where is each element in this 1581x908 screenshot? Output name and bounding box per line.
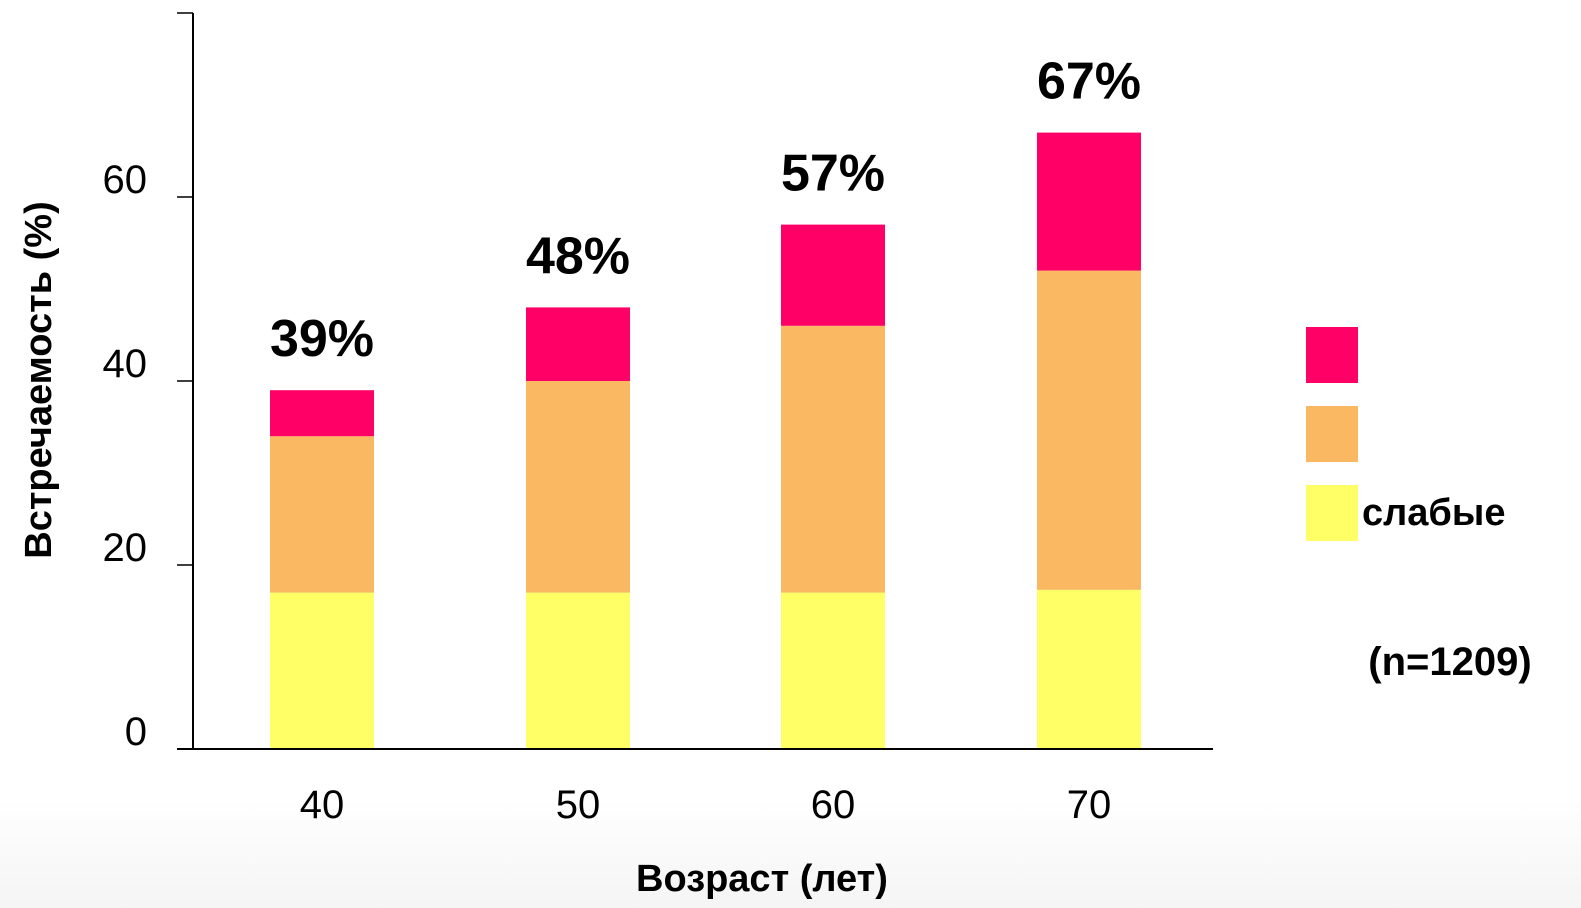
x-ticks: 40 50 60 70 [300, 783, 1112, 827]
bar-total-label: 39% [270, 310, 374, 368]
legend-label: слабые [1362, 492, 1505, 534]
y-axis-title: Встречаемость (%) [18, 201, 60, 559]
x-tick-label: 50 [556, 783, 601, 827]
x-tick-label: 70 [1067, 783, 1112, 827]
bar-segment [1037, 270, 1141, 590]
y-tick-label: 0 [125, 710, 147, 754]
legend-swatch [1306, 406, 1358, 462]
bar-total-label: 48% [526, 227, 630, 285]
bar-segment [781, 325, 885, 593]
bar-segment [270, 436, 374, 593]
bar-segment [526, 381, 630, 593]
bar-segment [270, 390, 374, 437]
legend-swatch [1306, 485, 1358, 541]
y-tick-label: 40 [103, 342, 148, 386]
bar-total-label: 67% [1037, 53, 1141, 111]
total-labels: 39% 48% 57% 67% [270, 53, 1141, 369]
bar-segment [781, 224, 885, 326]
bar-segment [270, 592, 374, 749]
bar-segment [526, 307, 630, 381]
bar-segment [1037, 132, 1141, 271]
y-tick-label: 20 [103, 526, 148, 570]
y-ticks: 0 20 40 60 [103, 12, 193, 754]
bar-segment [781, 592, 885, 749]
sample-size-note: (n=1209) [1368, 640, 1531, 684]
background-texture [0, 798, 1581, 908]
x-tick-label: 40 [300, 783, 345, 827]
bar-segment [1037, 589, 1141, 749]
bar-segment [526, 592, 630, 749]
x-axis-title: Возраст (лет) [636, 858, 888, 900]
bars-layer [270, 132, 1141, 749]
x-tick-label: 60 [811, 783, 856, 827]
bar-total-label: 57% [781, 145, 885, 203]
legend-swatch [1306, 327, 1358, 383]
y-tick-label: 60 [103, 158, 148, 202]
legend: слабые [1306, 327, 1505, 541]
